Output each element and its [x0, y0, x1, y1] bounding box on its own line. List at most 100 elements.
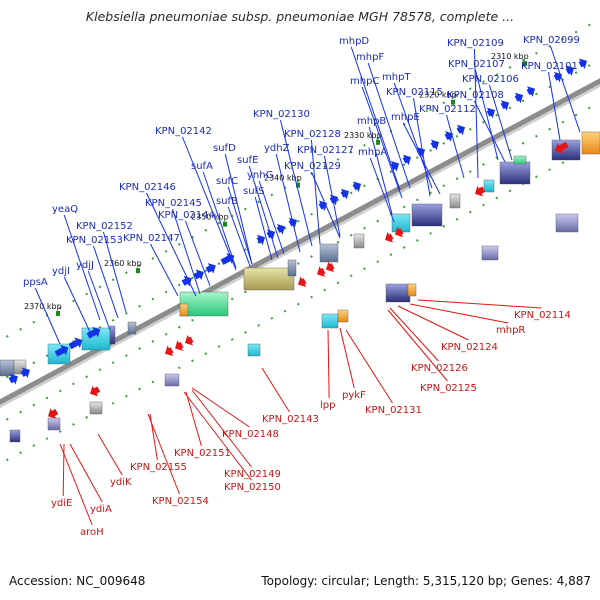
forward-gene-arrow — [256, 234, 266, 246]
forward-gene-label: ynhG — [247, 170, 273, 181]
cog-box — [89, 401, 103, 415]
forward-gene-arrow — [276, 224, 286, 235]
forward-gene-arrow — [54, 344, 69, 357]
forward-gene-label: KPN_02153 — [66, 235, 123, 246]
forward-leader-line — [34, 287, 61, 345]
forward-gene-arrow — [514, 92, 524, 104]
forward-leader-line — [402, 122, 441, 195]
reverse-gene-arrow — [317, 266, 326, 277]
gene-shape — [390, 161, 400, 172]
reverse-leader-line — [339, 327, 355, 389]
forward-gene-arrow — [500, 100, 510, 111]
cog-box — [581, 131, 600, 155]
forward-gene-arrow — [205, 263, 216, 274]
forward-leader-line — [474, 100, 506, 163]
cog-box — [127, 321, 137, 335]
forward-gene-arrow — [390, 161, 400, 172]
forward-gene-arrow — [444, 131, 454, 142]
scale-tick — [56, 310, 60, 316]
forward-gene-label: mhpF — [356, 52, 384, 63]
forward-gene-arrow — [20, 367, 30, 379]
reverse-gene-label: KPN_02126 — [411, 363, 468, 374]
reverse-gene-arrow — [185, 334, 194, 346]
reverse-leader-line — [191, 389, 252, 468]
forward-gene-label: mhpD — [339, 36, 369, 47]
forward-gene-arrow — [8, 373, 18, 385]
track-guide — [0, 141, 600, 465]
forward-leader-line — [323, 155, 341, 237]
forward-leader-line — [474, 69, 499, 161]
gene-shape — [565, 65, 575, 77]
gene-arrows — [8, 58, 588, 419]
reverse-leader-line — [397, 305, 469, 341]
cog-box — [411, 203, 443, 227]
gene-shape — [276, 224, 286, 235]
forward-gene-arrow — [526, 86, 536, 97]
reverse-gene-arrow — [395, 226, 404, 238]
scale-tick — [296, 182, 300, 188]
reverse-leader-line — [97, 433, 123, 476]
forward-leader-line — [361, 86, 403, 199]
cog-box — [449, 193, 461, 209]
reverse-gene-arrow — [475, 185, 486, 197]
gene-shape — [578, 58, 588, 70]
gene-shape — [256, 234, 266, 246]
forward-gene-label: KPN_02106 — [462, 74, 519, 85]
reverse-gene-arrow — [165, 345, 174, 357]
scale-tick — [136, 268, 140, 274]
reverse-gene-label: ydiK — [110, 477, 132, 488]
forward-leader-line — [275, 153, 301, 253]
reverse-gene-arrow — [90, 385, 101, 397]
gene-shape — [475, 185, 486, 197]
forward-gene-label: yeaQ — [52, 204, 78, 215]
gene-shape — [181, 275, 192, 287]
forward-leader-line — [184, 220, 211, 287]
forward-leader-line — [224, 153, 253, 265]
reverse-gene-arrow — [48, 408, 59, 419]
forward-leader-line — [547, 71, 561, 141]
gene-shape — [185, 334, 194, 346]
forward-leader-line — [310, 139, 321, 245]
reverse-leader-line — [59, 443, 93, 526]
forward-gene-label: sufD — [213, 143, 236, 154]
cog-box — [9, 429, 21, 443]
forward-leader-line — [181, 136, 237, 271]
scale-tick-label: 2360 kbp — [104, 259, 142, 268]
gene-shape — [526, 86, 536, 97]
reverse-leader-line — [261, 367, 290, 413]
cog-box — [321, 313, 339, 329]
forward-leader-line — [102, 231, 127, 313]
forward-gene-label: ppsA — [23, 277, 48, 288]
reverse-leader-line — [387, 309, 448, 382]
forward-leader-line — [350, 46, 401, 191]
scale-tick — [223, 221, 227, 227]
forward-leader-line — [87, 270, 111, 331]
forward-leader-line — [488, 84, 513, 161]
gene-shape — [193, 269, 204, 281]
summary-text: Topology: circular; Length: 5,315,120 bp… — [261, 574, 591, 588]
forward-gene-label: ydjI — [52, 266, 70, 277]
gene-shape — [430, 139, 440, 151]
reverse-gene-label: KPN_02151 — [174, 448, 231, 459]
forward-leader-line — [145, 192, 197, 297]
forward-gene-label: mhpT — [382, 72, 411, 83]
cog-box — [179, 303, 189, 317]
track-guide — [0, 101, 600, 425]
forward-leader-line — [368, 126, 393, 215]
cog-box — [385, 283, 411, 303]
reverse-leader-line — [191, 387, 250, 428]
forward-gene-label: KPN_02101 — [521, 61, 578, 72]
cog-box — [481, 245, 499, 261]
reverse-gene-arrow — [385, 231, 394, 243]
reverse-gene-label: KPN_02149 — [224, 469, 281, 480]
reverse-gene-arrow — [555, 141, 569, 154]
forward-leader-line — [412, 97, 431, 197]
forward-gene-label: mhpB — [357, 116, 386, 127]
forward-leader-line — [171, 208, 201, 295]
gene-shape — [90, 385, 101, 397]
scale-tick-label: 2340 kbp — [264, 174, 302, 183]
genome-backbone — [0, 78, 600, 408]
forward-leader-line — [63, 214, 101, 321]
forward-gene-arrow — [486, 107, 496, 119]
forward-leader-line — [310, 171, 341, 239]
